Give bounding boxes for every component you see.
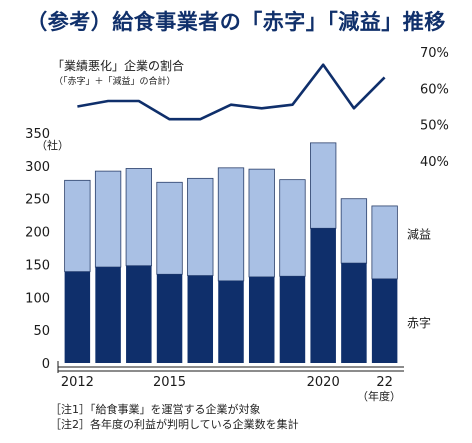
x-tick-label: 2020: [307, 375, 340, 390]
line-series-gyoseki-akka: [77, 63, 386, 121]
bar-segment-akaji: [279, 276, 306, 363]
bar-segment-genneki: [310, 142, 337, 229]
x-tick-label: 22: [376, 375, 393, 390]
y-tick-label: 350: [25, 127, 50, 142]
y-tick-label: 250: [25, 193, 50, 208]
x-tick-label: 2015: [153, 375, 186, 390]
bar-segment-akaji: [248, 276, 275, 363]
bar-segment-akaji: [341, 263, 367, 363]
bar-segment-akaji: [371, 278, 398, 363]
series-label-genneki: 減益: [407, 226, 431, 241]
bar-segment-akaji: [95, 267, 121, 363]
bar-segment-akaji: [64, 271, 91, 363]
y-tick-label: 0: [42, 357, 50, 372]
bar-segment-genneki: [340, 198, 368, 264]
right-y-tick-label: 70%: [420, 46, 449, 61]
bar-segment-genneki: [187, 177, 214, 276]
footnote-1: ［注1］「給食事業」を運営する企業が対象: [50, 403, 261, 416]
bar-segment-genneki: [371, 205, 398, 280]
bar-segment-akaji: [218, 280, 244, 363]
bar-segment-genneki: [279, 179, 306, 277]
footnote-2: ［注2］各年度の利益が判明している企業数を集計: [50, 418, 299, 431]
bar-segment-akaji: [310, 228, 336, 363]
bar-segment-genneki: [217, 167, 245, 282]
y-axis-unit: （社）: [36, 138, 69, 152]
y-tick-label: 200: [25, 226, 50, 241]
y-tick-label: 100: [25, 291, 50, 306]
bar-segment-genneki: [156, 181, 183, 275]
right-y-tick-label: 50%: [420, 119, 449, 134]
bar-segment-genneki: [248, 168, 275, 278]
line-subtitle: （「赤字」＋「減益」の合計）: [54, 75, 176, 87]
right-y-tick-label: 60%: [420, 82, 449, 97]
y-tick-label: 300: [25, 160, 50, 175]
y-tick-label: 50: [33, 324, 50, 339]
series-label-akaji: 赤字: [407, 315, 431, 330]
bar-segment-akaji: [156, 274, 183, 363]
bar-segment-genneki: [94, 170, 122, 268]
bar-segment-genneki: [125, 168, 152, 267]
line-title: 「業績悪化」企業の割合: [52, 58, 184, 73]
right-y-tick-label: 40%: [420, 155, 449, 170]
y-tick-label: 150: [25, 258, 50, 273]
bar-segment-akaji: [187, 275, 214, 363]
page-title: （参考）給食事業者の「赤字」「減益」推移: [26, 10, 446, 34]
bar-segment-genneki: [64, 179, 91, 273]
x-axis-unit: （年度）: [357, 389, 401, 403]
x-tick-label: 2012: [61, 375, 94, 390]
bar-segment-akaji: [126, 265, 152, 363]
